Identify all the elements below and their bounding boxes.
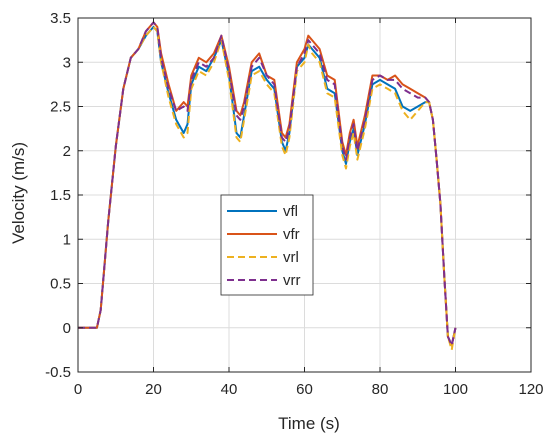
x-tick-labels: 0 20 40 60 80 100 120 <box>74 381 544 398</box>
legend-label-vfl: vfl <box>283 203 298 220</box>
y-tick-label: 3 <box>63 54 71 71</box>
x-tick-label: 80 <box>372 381 389 398</box>
legend-label-vrl: vrl <box>283 249 299 266</box>
series-line-vrr <box>78 21 457 347</box>
x-tick-label: 60 <box>296 381 313 398</box>
x-tick-label: 120 <box>518 381 543 398</box>
y-tick-label: -0.5 <box>45 364 71 381</box>
ticks <box>77 17 532 373</box>
y-tick-label: 1.5 <box>50 187 71 204</box>
series-line-vfr <box>78 21 457 347</box>
y-tick-labels: -0.5 0 0.5 1 1.5 2 2.5 3 3.5 <box>45 10 71 381</box>
series-layer <box>78 21 457 351</box>
y-tick-label: 2.5 <box>50 99 71 116</box>
x-tick-label: 20 <box>145 381 162 398</box>
x-tick-label: 0 <box>74 381 82 398</box>
x-tick-label: 40 <box>221 381 238 398</box>
legend-label-vrr: vrr <box>283 272 301 289</box>
x-tick-label: 100 <box>443 381 468 398</box>
x-axis-label: Time (s) <box>278 414 340 433</box>
y-tick-label: 2 <box>63 143 71 160</box>
y-tick-label: 0.5 <box>50 276 71 293</box>
y-tick-label: 3.5 <box>50 10 71 27</box>
y-tick-label: 1 <box>63 231 71 248</box>
legend: vfl vfr vrl vrr <box>220 194 314 296</box>
y-tick-label: 0 <box>63 320 71 337</box>
legend-label-vfr: vfr <box>283 226 300 243</box>
y-axis-label: Velocity (m/s) <box>9 142 28 244</box>
